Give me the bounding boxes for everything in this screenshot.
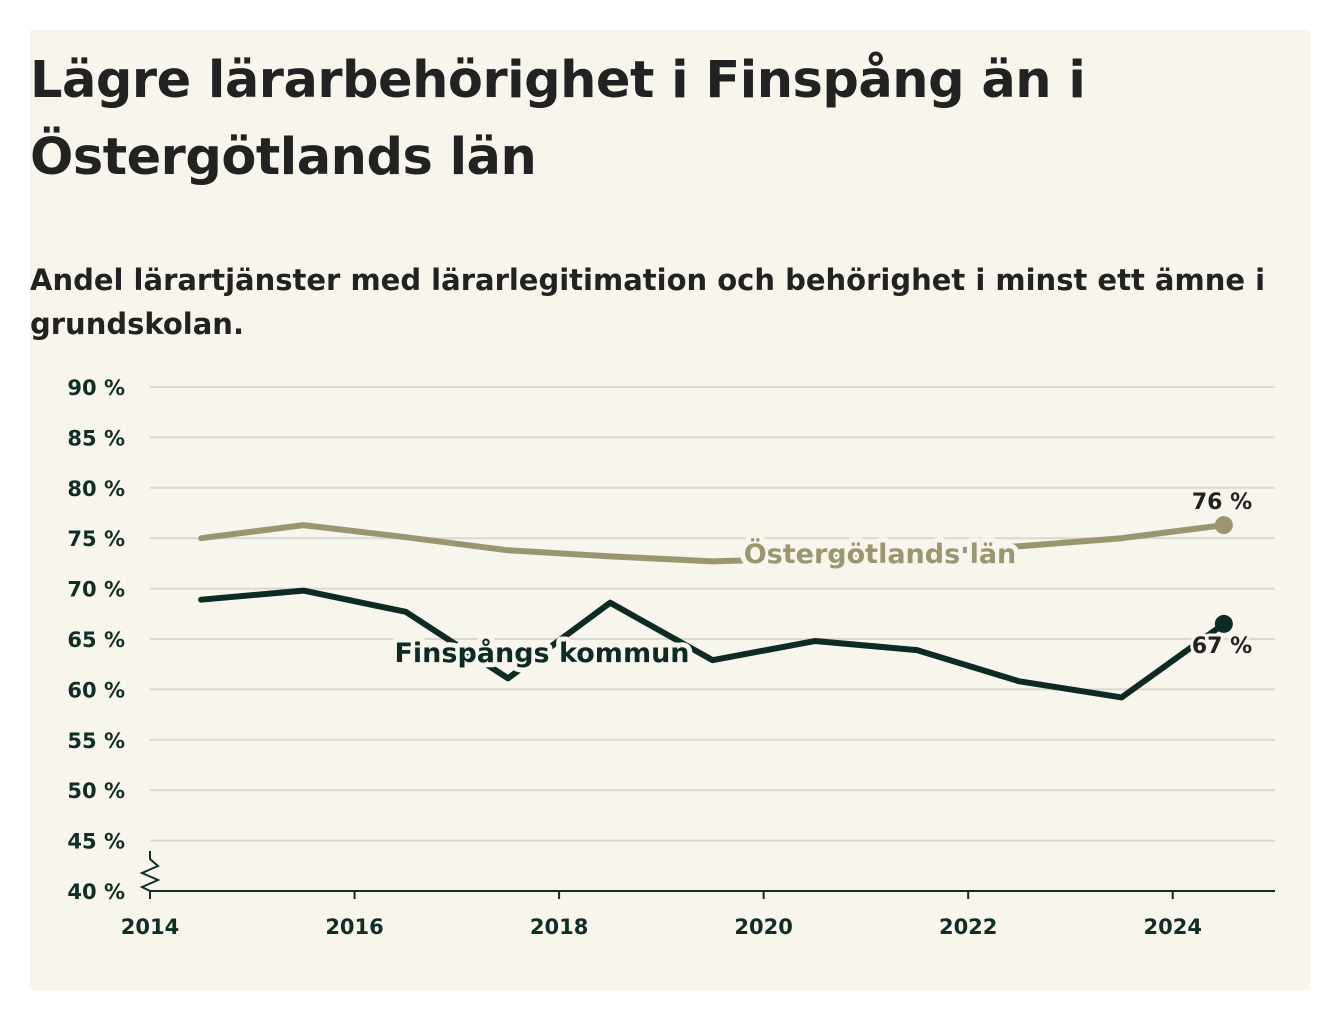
series-label-finspang: Finspångs kommun xyxy=(394,637,689,669)
x-tick-label: 2016 xyxy=(325,915,383,939)
axis-break-icon xyxy=(139,851,161,892)
y-tick-label: 70 % xyxy=(67,578,125,602)
end-point-finspang xyxy=(1214,614,1233,633)
y-tick-label: 60 % xyxy=(67,678,125,702)
end-label-halo: 67 % xyxy=(1192,634,1252,659)
chart-title: Lägre lärarbehörighet i Finspång än i Ös… xyxy=(30,51,1086,187)
series-line-finspang xyxy=(198,587,1227,701)
series-label-halo: Finspångs kommun xyxy=(394,637,689,669)
y-tick-label: 90 % xyxy=(67,376,125,400)
series-line-ostergotland xyxy=(198,522,1227,565)
x-tick-label: 2014 xyxy=(121,915,179,939)
y-tick-label: 40 % xyxy=(67,880,125,904)
chart-card: Lägre lärarbehörighet i Finspång än i Ös… xyxy=(30,30,1310,990)
end-point-ostergotland xyxy=(1214,516,1233,535)
x-tick-label: 2018 xyxy=(530,915,588,939)
y-tick-label: 85 % xyxy=(67,426,125,450)
y-tick-label: 80 % xyxy=(67,477,125,501)
x-tick-label: 2020 xyxy=(734,915,792,939)
end-label-ostergotland: 76 % xyxy=(1192,490,1252,515)
series-label-halo: Östergötlands län xyxy=(744,537,1017,570)
x-tick-label: 2022 xyxy=(939,915,997,939)
y-tick-label: 65 % xyxy=(67,628,125,652)
y-tick-label: 55 % xyxy=(67,729,125,753)
x-tick-label: 2024 xyxy=(1144,915,1202,939)
y-tick-label: 75 % xyxy=(67,527,125,551)
end-label-finspang: 67 % xyxy=(1192,634,1252,659)
y-tick-label: 50 % xyxy=(67,779,125,803)
chart-subtitle: Andel lärartjänster med lärarlegitimatio… xyxy=(30,263,1266,341)
series-label-ostergotland: Östergötlands län xyxy=(744,537,1017,570)
y-tick-label: 45 % xyxy=(67,830,125,854)
end-label-halo: 76 % xyxy=(1192,490,1252,515)
